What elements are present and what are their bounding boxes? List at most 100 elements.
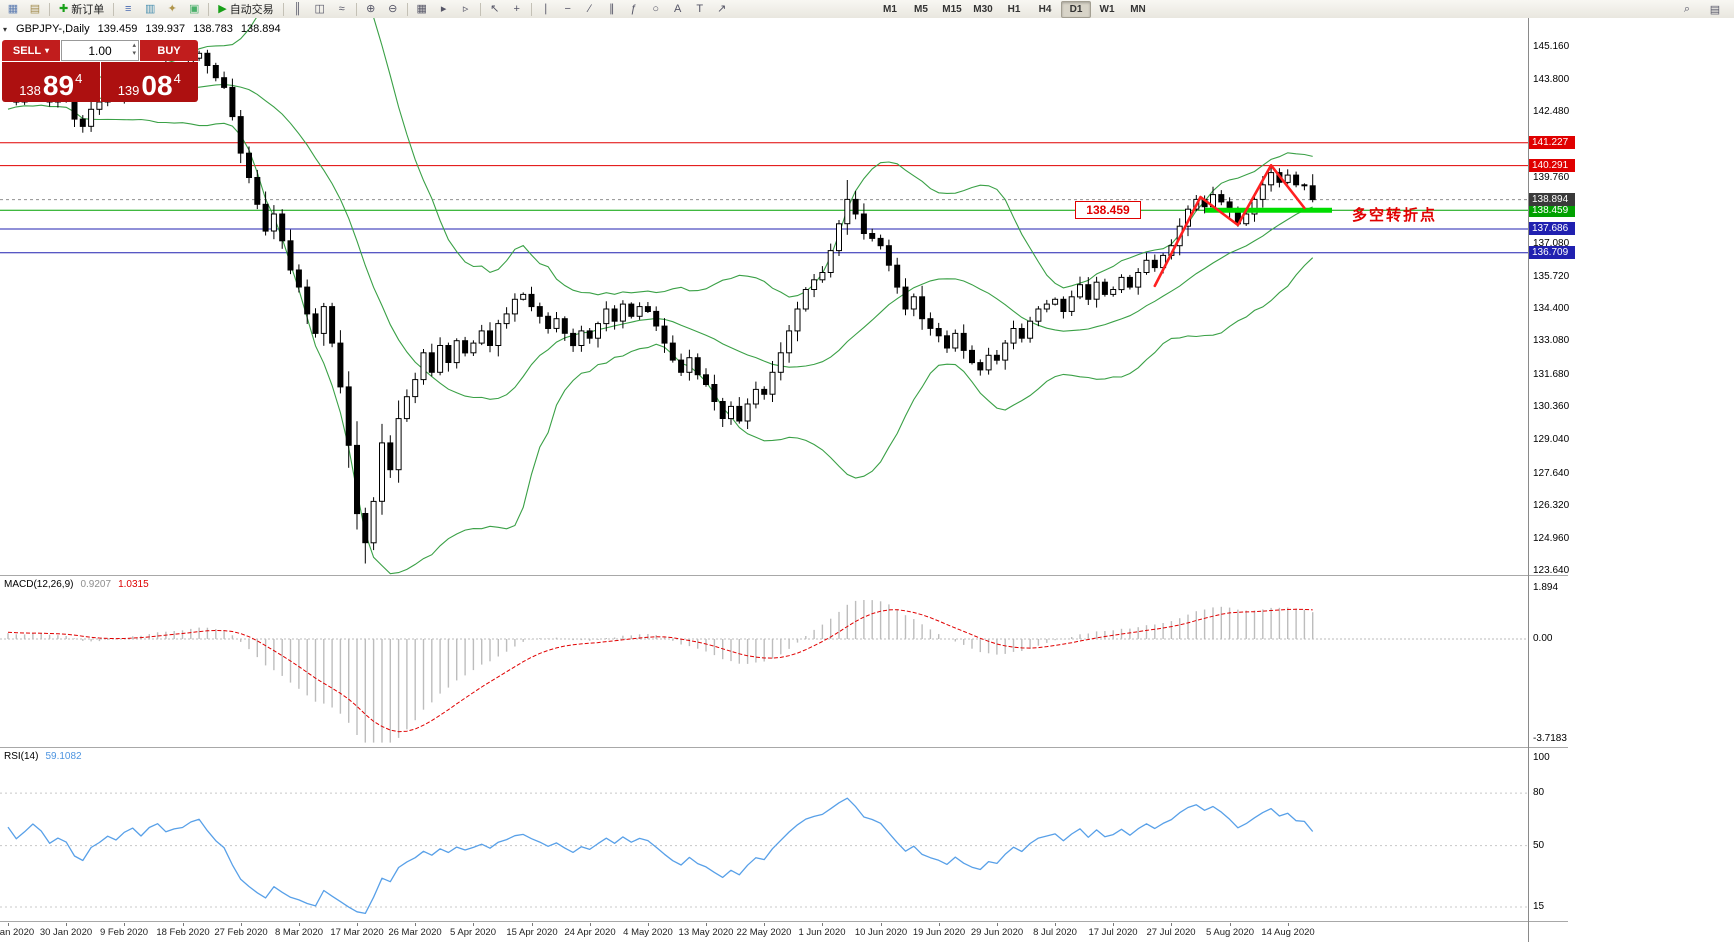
toolbar-separator: [113, 2, 115, 16]
timeframe-mn-button[interactable]: MN: [1130, 4, 1146, 15]
volume-up-icon[interactable]: ▴: [132, 42, 136, 49]
price-axis-label: 130.360: [1533, 401, 1570, 412]
buy-price-big-figure: 139: [117, 82, 140, 98]
bar-high-value: 139.937: [145, 23, 186, 35]
pane-separator[interactable]: [0, 747, 1568, 748]
crosshair-icon[interactable]: +: [506, 0, 528, 18]
timeframe-h1-button[interactable]: H1: [1007, 4, 1021, 15]
macd-pane-canvas[interactable]: [0, 576, 1528, 747]
tile-windows-icon[interactable]: ▦: [411, 0, 433, 18]
price-chart-canvas[interactable]: [0, 18, 1528, 576]
crosshair-icon: +: [513, 3, 520, 15]
rsi-value: 59.1082: [45, 751, 82, 762]
buy-price-point: 4: [173, 71, 181, 86]
channel-icon[interactable]: ∥: [601, 0, 623, 18]
autotrading-button: ▶: [218, 3, 227, 15]
cursor-icon[interactable]: ↖: [484, 0, 506, 18]
time-axis-label: 27 Jul 2020: [1146, 927, 1196, 938]
time-axis-label: 13 May 2020: [678, 927, 734, 938]
new-order-button[interactable]: ✚ 新订单: [53, 0, 110, 18]
buy-price-display[interactable]: 139 08 4: [100, 62, 198, 102]
time-axis-tick: [1055, 923, 1056, 926]
text-icon[interactable]: A: [667, 0, 689, 18]
price-axis-label: 134.400: [1533, 303, 1570, 314]
shapes-icon[interactable]: ○: [645, 0, 667, 18]
turning-point-annotation: 多空转折点: [1352, 207, 1438, 224]
search-icon[interactable]: ⌕: [1683, 2, 1691, 15]
buy-button[interactable]: BUY: [140, 40, 198, 61]
toolbar-right-icons: ⌕ ▤: [1676, 0, 1726, 18]
auto-scroll-icon: ▸: [440, 3, 447, 15]
profiles-icon[interactable]: ▤: [24, 0, 46, 18]
candlestick-chart-icon[interactable]: ◫: [309, 0, 331, 18]
level-price-tag: 137.686: [1529, 222, 1575, 235]
bar-chart-icon[interactable]: ║: [287, 0, 309, 18]
time-axis: 21 Jan 2020 30 Jan 2020 9 Feb 2020 18 Feb 2…: [0, 923, 1568, 942]
time-axis-tick: [1230, 923, 1231, 926]
timeframe-d1-button[interactable]: D1: [1061, 1, 1091, 18]
data-window-icon[interactable]: ▥: [139, 0, 161, 18]
timeframe-m1-button[interactable]: M1: [883, 4, 897, 15]
arrow-tools-icon[interactable]: ↗: [711, 0, 733, 18]
layout-icon[interactable]: ▤: [1709, 3, 1721, 16]
symbol-title: GBPJPY-,Daily: [16, 23, 90, 35]
label-icon[interactable]: T: [689, 0, 711, 18]
rsi-axis-label: 100: [1533, 752, 1550, 763]
rsi-axis-label: 50: [1533, 840, 1545, 851]
time-axis-tick: [939, 923, 940, 926]
horizontal-line-icon[interactable]: −: [557, 0, 579, 18]
level-price-tag: 141.227: [1529, 136, 1575, 149]
time-axis-tick: [532, 923, 533, 926]
sell-price-point: 4: [75, 71, 83, 86]
price-axis-label: 143.800: [1533, 74, 1570, 85]
sell-price-big-figure: 138: [19, 82, 41, 98]
time-axis-tick: [648, 923, 649, 926]
fibonacci-icon[interactable]: ƒ: [623, 0, 645, 18]
time-axis-tick: [1113, 923, 1114, 926]
trendline-icon[interactable]: ∕: [579, 0, 601, 18]
label-icon: T: [696, 3, 704, 15]
sell-price-display[interactable]: 138 89 4: [2, 62, 100, 102]
time-axis-label: 17 Mar 2020: [330, 927, 384, 938]
volume-down-icon[interactable]: ▾: [132, 50, 136, 57]
rsi-pane-canvas[interactable]: [0, 748, 1528, 921]
price-axis-label: 127.640: [1533, 468, 1570, 479]
time-axis-label: 4 May 2020: [623, 927, 673, 938]
time-axis-tick: [1288, 923, 1289, 926]
rsi-axis-label: 80: [1533, 787, 1545, 798]
time-axis-label: 5 Aug 2020: [1205, 927, 1255, 938]
pane-separator[interactable]: [0, 575, 1568, 576]
market-watch-icon[interactable]: ≡: [117, 0, 139, 18]
time-axis-tick: [1171, 923, 1172, 926]
zoom-in-icon[interactable]: ⊕: [360, 0, 382, 18]
timeframe-m5-button[interactable]: M5: [914, 4, 928, 15]
terminal-icon: ▣: [189, 3, 200, 15]
chart-symbol-info: ▾ GBPJPY-,Daily 139.459 139.937 138.783 …: [3, 23, 281, 35]
chart-shift-icon[interactable]: ▹: [455, 0, 477, 18]
timeframe-h4-button[interactable]: H4: [1038, 4, 1052, 15]
timeframe-w1-button[interactable]: W1: [1099, 4, 1115, 15]
autotrading-button[interactable]: ▶ 自动交易: [212, 0, 279, 18]
vertical-line-icon[interactable]: ∣: [535, 0, 557, 18]
order-type-caret-icon[interactable]: ▾: [45, 46, 50, 55]
timeframe-m15-button[interactable]: M15: [942, 4, 962, 15]
one-click-toggle-icon[interactable]: ▾: [3, 24, 8, 34]
price-axis-label: 145.160: [1533, 41, 1570, 52]
tile-windows-icon: ▦: [416, 3, 427, 15]
data-window-icon: ▥: [145, 3, 156, 15]
sell-button[interactable]: SELL ▾: [2, 40, 60, 61]
timeframe-m30-button[interactable]: M30: [973, 4, 993, 15]
terminal-icon[interactable]: ▣: [183, 0, 205, 18]
price-axis-label: 139.760: [1533, 172, 1570, 183]
zoom-out-icon[interactable]: ⊖: [382, 0, 404, 18]
turning-point-price-label[interactable]: 138.459: [1075, 201, 1141, 219]
auto-scroll-icon[interactable]: ▸: [433, 0, 455, 18]
new-chart-icon[interactable]: ▦: [2, 0, 24, 18]
volume-stepper[interactable]: ▴ ▾: [132, 42, 136, 58]
toolbar-separator: [479, 2, 481, 16]
navigator-icon[interactable]: ✦: [161, 0, 183, 18]
volume-input[interactable]: 1.00 ▴ ▾: [61, 40, 139, 61]
text-icon: A: [674, 3, 682, 15]
line-chart-icon[interactable]: ≈: [331, 0, 353, 18]
rsi-indicator-label: RSI(14) 59.1082: [4, 751, 82, 762]
